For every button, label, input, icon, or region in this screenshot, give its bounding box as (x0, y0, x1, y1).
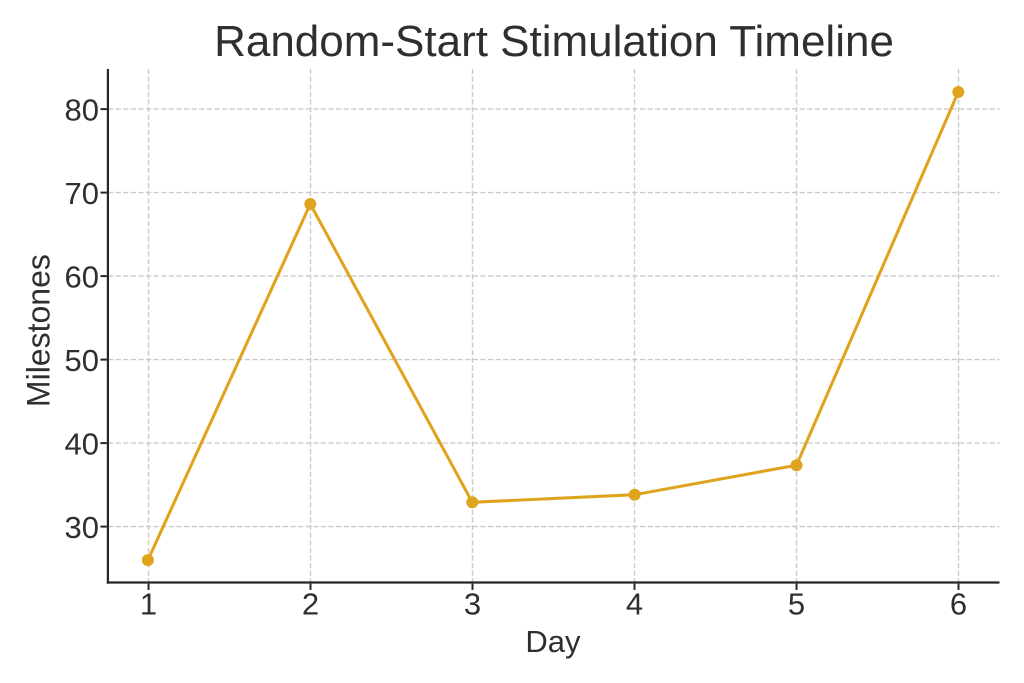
svg-text:80: 80 (65, 93, 99, 128)
svg-text:Day: Day (525, 624, 581, 659)
svg-text:5: 5 (788, 587, 805, 622)
svg-text:70: 70 (65, 176, 99, 211)
svg-text:Random-Start Stimulation Timel: Random-Start Stimulation Timeline (214, 17, 894, 66)
svg-text:3: 3 (464, 587, 481, 622)
svg-text:40: 40 (65, 427, 99, 462)
svg-text:Milestones: Milestones (21, 254, 57, 407)
svg-text:1: 1 (140, 587, 157, 622)
svg-text:50: 50 (65, 343, 99, 378)
svg-text:60: 60 (65, 260, 99, 295)
svg-text:30: 30 (65, 510, 99, 545)
svg-text:2: 2 (302, 587, 319, 622)
svg-text:6: 6 (950, 587, 967, 622)
svg-text:4: 4 (626, 587, 643, 622)
